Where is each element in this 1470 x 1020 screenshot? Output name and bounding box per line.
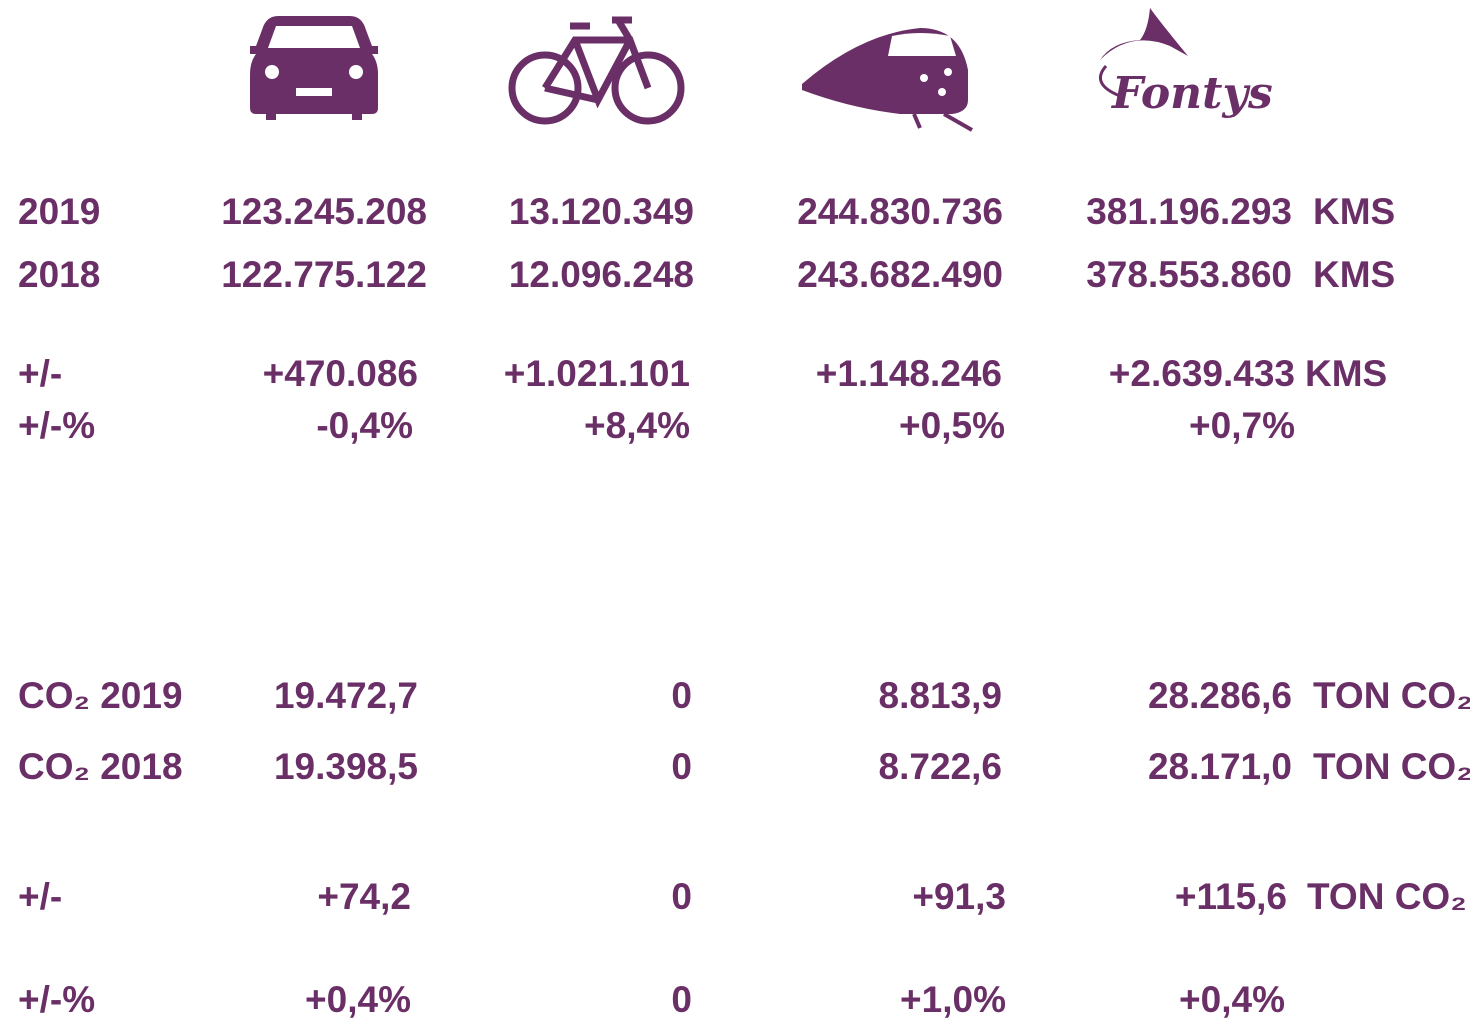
value: +115,6 <box>1174 876 1287 917</box>
unit: TON CO₂ <box>1313 675 1470 716</box>
row-label: CO₂ 2018 <box>18 746 183 787</box>
value: 13.120.349 <box>508 191 694 232</box>
value: -0,4% <box>316 405 413 446</box>
row-label: 2019 <box>18 191 101 232</box>
value: +1.021.101 <box>503 353 690 394</box>
value: +1,0% <box>900 979 1006 1020</box>
train-icon <box>802 28 973 132</box>
value: 8.722,6 <box>878 746 1002 787</box>
unit: KMS <box>1313 254 1396 295</box>
icon-bar: Fontys <box>250 8 1273 132</box>
value: 378.553.860 <box>1086 254 1292 295</box>
value: 0 <box>671 746 692 787</box>
unit: TON CO₂ <box>1313 746 1470 787</box>
value: 0 <box>671 979 692 1020</box>
value: 122.775.122 <box>221 254 427 295</box>
unit: KMS <box>1305 353 1388 394</box>
row-label: +/-% <box>18 405 96 446</box>
value: +0,7% <box>1189 405 1295 446</box>
row-label: CO₂ 2019 <box>18 675 183 716</box>
value: +0,4% <box>305 979 411 1020</box>
value: 19.472,7 <box>273 675 418 716</box>
value: +470.086 <box>262 353 418 394</box>
value: 28.286,6 <box>1147 675 1292 716</box>
value: 123.245.208 <box>221 191 427 232</box>
value: 8.813,9 <box>878 675 1002 716</box>
unit: KMS <box>1313 191 1396 232</box>
value: +91,3 <box>912 876 1006 917</box>
value: 0 <box>671 876 692 917</box>
value: +8,4% <box>584 405 690 446</box>
row-label: +/- <box>18 353 63 394</box>
value: 381.196.293 <box>1086 191 1292 232</box>
value: +0,5% <box>899 405 1005 446</box>
value: +74,2 <box>317 876 411 917</box>
unit: TON CO₂ <box>1307 876 1467 917</box>
car-icon <box>250 16 378 120</box>
row-label: 2018 <box>18 254 101 295</box>
value: 12.096.248 <box>508 254 694 295</box>
logo-text: Fontys <box>1110 68 1273 119</box>
bicycle-icon <box>508 16 685 125</box>
value: +2.639.433 <box>1108 353 1295 394</box>
value: +0,4% <box>1179 979 1285 1020</box>
row-label: +/- <box>18 876 63 917</box>
value: 28.171,0 <box>1147 746 1292 787</box>
value: +1.148.246 <box>815 353 1002 394</box>
row-label: +/-% <box>18 979 96 1020</box>
value: 243.682.490 <box>797 254 1003 295</box>
value: 244.830.736 <box>797 191 1003 232</box>
fontys-logo: Fontys <box>1098 8 1273 119</box>
value: 19.398,5 <box>273 746 418 787</box>
value: 0 <box>671 675 692 716</box>
